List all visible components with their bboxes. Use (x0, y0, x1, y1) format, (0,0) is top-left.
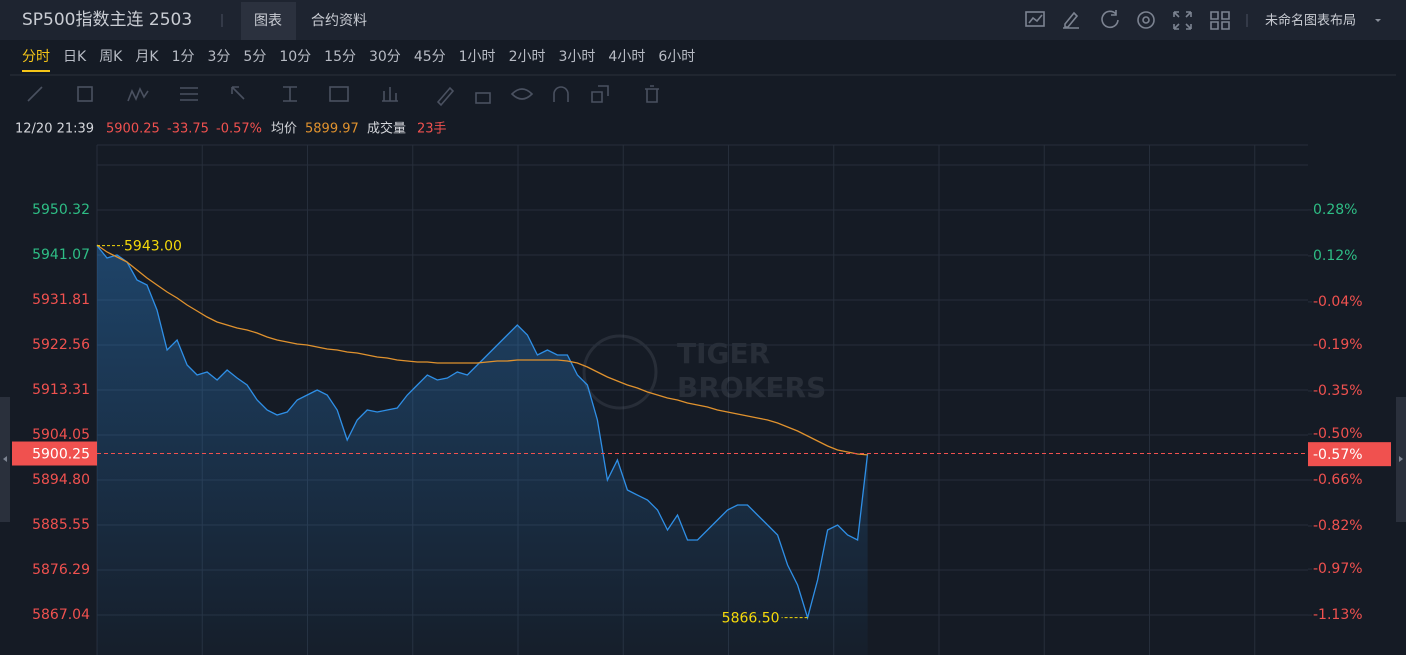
y-tick-label: 5876.29 (32, 562, 90, 578)
period-tab[interactable]: 日K (63, 49, 87, 65)
period-bar: 分时 日K 周K 月K 1分 3分 5分 10分 15分 30分 45分 1小时 2小时 3小时 4小时 6小… (22, 49, 695, 72)
y-tick-label: 5922.56 (32, 337, 90, 353)
y2-tick-label: -0.19% (1313, 337, 1363, 353)
layout-name[interactable]: 未命名图表布局 (1265, 13, 1356, 29)
period-tab[interactable]: 周K (99, 49, 123, 65)
title: SP500指数主连 2503 (22, 10, 192, 30)
icon-settings[interactable] (1137, 11, 1155, 29)
period-tab[interactable]: 15分 (324, 49, 356, 65)
y-tick-label: 5885.55 (32, 517, 90, 533)
y2-tick-label: -0.66% (1313, 472, 1363, 488)
y-tick-label: 5931.81 (32, 292, 90, 308)
last-change-label: -0.57% (1313, 447, 1363, 463)
y2-tick-label: -0.04% (1313, 294, 1363, 310)
tab-active-bg[interactable] (241, 2, 296, 40)
period-tab[interactable]: 3小时 (558, 49, 595, 65)
y-tick-label: 5867.04 (32, 607, 90, 623)
info-avg: 5899.97 (305, 122, 359, 137)
icon-settings-core (1142, 16, 1150, 24)
watermark-text: BROKERS (677, 371, 826, 404)
drawing-toolbar (27, 85, 659, 107)
info-avg-label: 均价 (271, 122, 297, 137)
y-tick-label: 5904.05 (32, 427, 90, 443)
y2-tick-label: 0.28% (1313, 202, 1357, 218)
tool-text[interactable] (283, 86, 297, 102)
icon-indicator-line (1028, 14, 1043, 24)
info-time: 12/20 21:39 (15, 122, 94, 137)
watermark-logo (582, 334, 658, 410)
tool-fib[interactable] (180, 87, 198, 101)
right-collapse-arrow (1399, 456, 1403, 462)
period-active-underline (22, 70, 50, 72)
watermark-text: TIGER (677, 337, 770, 370)
price-line (96, 245, 869, 621)
header-bar (0, 0, 1406, 40)
y2-tick-label: -1.13% (1313, 607, 1363, 623)
tool-delete[interactable] (645, 85, 659, 103)
period-tab[interactable]: 分时 (22, 49, 50, 65)
watermark: TIGER BROKERS (582, 334, 826, 410)
avg-line (96, 244, 868, 456)
annotation-label: 5943.00 (124, 239, 182, 255)
info-price: 5900.25 (106, 122, 160, 137)
tab[interactable]: 图表 (254, 13, 282, 29)
period-tab[interactable]: 1分 (172, 49, 195, 65)
period-tab[interactable]: 30分 (369, 49, 401, 65)
y2-tick-label: -0.50% (1313, 426, 1363, 442)
tool-eye[interactable] (510, 88, 534, 100)
tab[interactable]: 合约资料 (311, 13, 367, 29)
last-price-label: 5900.25 (32, 447, 90, 463)
tool-copy[interactable] (591, 85, 609, 103)
period-tab[interactable]: 3分 (207, 49, 230, 65)
tool-arrow[interactable] (231, 86, 245, 100)
y-tick-label: 5950.32 (32, 202, 90, 218)
y2-tick-label: -0.97% (1313, 561, 1363, 577)
y2-tick-label: -0.35% (1313, 383, 1363, 399)
tool-note[interactable] (329, 86, 349, 102)
period-tab[interactable]: 5分 (243, 49, 266, 65)
annotation-label: 5866.50 (722, 611, 780, 627)
last-price-tag (12, 441, 97, 466)
last-change-tag (1308, 442, 1391, 467)
tool-magnet[interactable] (553, 86, 569, 102)
icon-layout[interactable] (1210, 11, 1230, 30)
icon-draw[interactable] (1063, 11, 1079, 29)
info-change: -33.75 (167, 122, 209, 137)
info-volume: 23手 (417, 122, 447, 137)
period-tab[interactable]: 2小时 (509, 49, 546, 65)
info-change-pct: -0.57% (216, 122, 262, 137)
period-tab[interactable]: 10分 (279, 49, 311, 65)
icon-indicator[interactable] (1025, 11, 1045, 27)
icon-fullscreen[interactable] (1173, 11, 1192, 30)
tool-wave[interactable] (127, 87, 149, 102)
y2-tick-label: 0.12% (1313, 248, 1357, 264)
y-tick-label: 5941.07 (32, 247, 90, 263)
info-volume-label: 成交量 (367, 121, 406, 137)
left-collapse-arrow (3, 456, 7, 462)
y-tick-label: 5913.31 (32, 382, 90, 398)
period-tab[interactable]: 月K (135, 49, 159, 65)
tool-line[interactable] (27, 86, 43, 102)
tool-lock[interactable] (475, 92, 491, 104)
y2-tick-label: -0.82% (1313, 518, 1363, 534)
icon-refresh[interactable] (1101, 10, 1119, 29)
period-tab[interactable]: 6小时 (658, 49, 695, 65)
period-tab[interactable]: 1小时 (459, 49, 496, 65)
period-tab[interactable]: 45分 (414, 49, 446, 65)
tool-pen[interactable] (436, 86, 455, 107)
y-tick-label: 5894.80 (32, 472, 90, 488)
dropdown-caret[interactable] (1375, 19, 1381, 22)
tool-rect[interactable] (77, 86, 93, 102)
price-area (97, 245, 868, 655)
header-icons (1025, 10, 1381, 30)
period-tab[interactable]: 4小时 (608, 49, 645, 65)
tool-measure[interactable] (382, 87, 398, 102)
